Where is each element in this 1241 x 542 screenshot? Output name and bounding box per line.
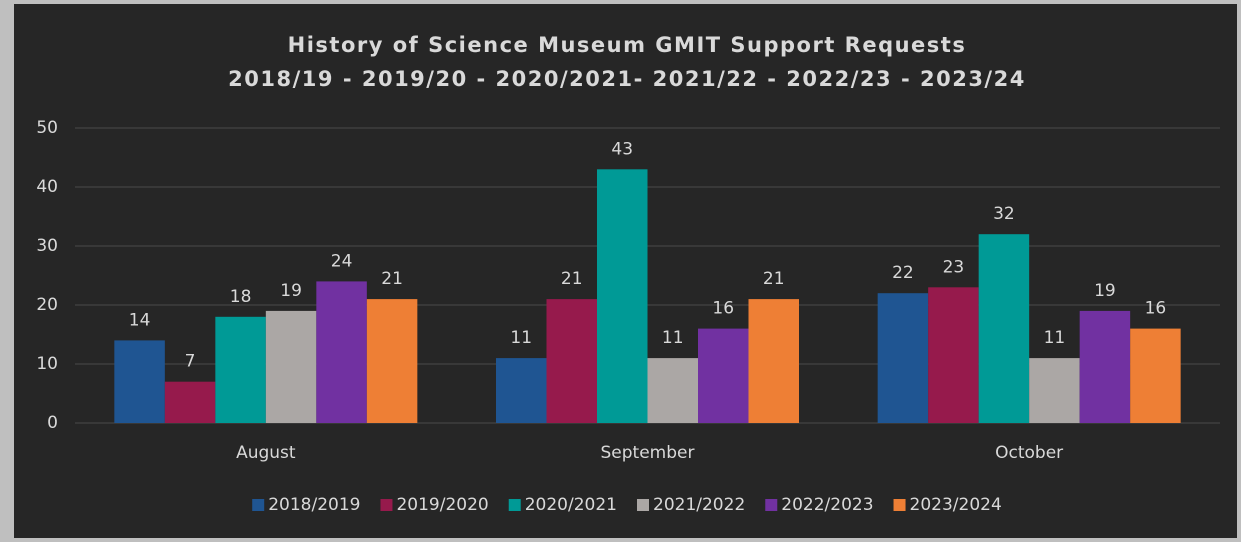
legend-label: 2018/2019 xyxy=(268,495,360,515)
data-label: 19 xyxy=(1094,281,1116,301)
bar xyxy=(1029,358,1080,423)
bar xyxy=(1079,310,1131,423)
data-label: 21 xyxy=(763,269,785,289)
y-tick-label: 20 xyxy=(36,295,58,315)
bar xyxy=(366,299,418,423)
data-label: 11 xyxy=(1044,328,1066,348)
bar xyxy=(546,299,597,423)
bar xyxy=(928,287,979,423)
chart-subtitle: 2018/19 - 2019/20 - 2020/2021- 2021/22 -… xyxy=(228,67,1026,91)
data-label: 18 xyxy=(230,287,252,307)
legend-swatch xyxy=(380,499,393,511)
legend-label: 2022/2023 xyxy=(781,495,873,515)
bar xyxy=(877,293,929,423)
legend-swatch xyxy=(893,499,906,511)
bar xyxy=(647,358,698,423)
bar xyxy=(748,299,799,423)
chart-title: History of Science Museum GMIT Support R… xyxy=(288,33,967,57)
data-label: 19 xyxy=(280,281,302,301)
bar xyxy=(1130,328,1181,423)
data-label: 14 xyxy=(129,310,151,330)
bar xyxy=(164,381,216,423)
x-tick-label: October xyxy=(995,443,1063,463)
legend-label: 2023/2024 xyxy=(910,495,1002,515)
bar xyxy=(978,234,1030,423)
data-label: 16 xyxy=(1145,299,1167,319)
data-label: 11 xyxy=(510,328,532,348)
y-tick-label: 0 xyxy=(47,413,58,433)
data-label: 43 xyxy=(611,139,633,159)
x-tick-label: September xyxy=(601,443,695,463)
bar xyxy=(265,310,317,423)
legend-swatch xyxy=(252,499,265,511)
bar xyxy=(698,328,749,423)
bar xyxy=(316,281,367,423)
legend-label: 2021/2022 xyxy=(653,495,745,515)
x-tick-label: August xyxy=(236,443,296,463)
data-label: 32 xyxy=(993,204,1015,224)
data-label: 7 xyxy=(185,352,196,372)
data-label: 24 xyxy=(331,251,353,271)
legend-label: 2020/2021 xyxy=(525,495,617,515)
data-label: 23 xyxy=(943,257,965,277)
bar xyxy=(114,340,165,423)
bar xyxy=(597,169,648,423)
y-tick-label: 50 xyxy=(36,118,58,138)
y-tick-label: 40 xyxy=(36,177,58,197)
legend-swatch xyxy=(637,499,649,511)
legend-swatch xyxy=(765,499,778,511)
data-label: 21 xyxy=(381,269,403,289)
bar xyxy=(215,316,266,423)
y-tick-label: 30 xyxy=(36,236,58,256)
y-tick-label: 10 xyxy=(36,354,58,374)
data-label: 22 xyxy=(892,263,914,283)
bar xyxy=(496,358,547,423)
data-label: 16 xyxy=(712,299,734,319)
data-label: 21 xyxy=(561,269,583,289)
data-label: 11 xyxy=(662,328,684,348)
legend-swatch xyxy=(508,499,521,511)
legend-label: 2019/2020 xyxy=(396,495,488,515)
